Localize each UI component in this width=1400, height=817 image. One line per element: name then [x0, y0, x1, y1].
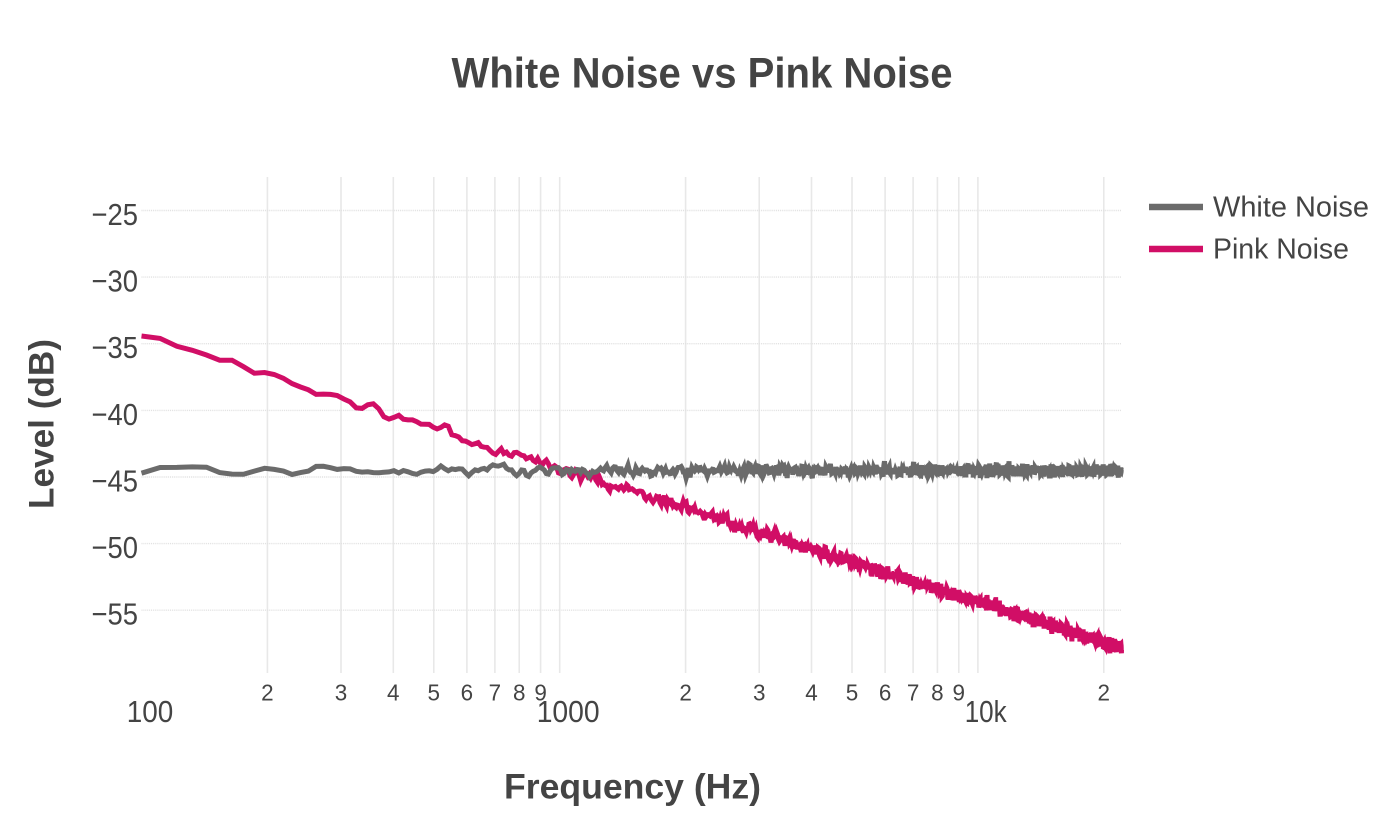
svg-text:2: 2 [679, 679, 692, 705]
svg-text:7: 7 [489, 679, 502, 705]
svg-text:White Noise: White Noise [1213, 192, 1369, 224]
svg-text:7: 7 [907, 679, 920, 705]
svg-text:2: 2 [261, 679, 274, 705]
svg-text:100: 100 [127, 694, 174, 729]
svg-text:6: 6 [461, 679, 474, 705]
svg-text:4: 4 [387, 679, 400, 705]
svg-text:−35: −35 [92, 330, 139, 365]
svg-text:5: 5 [428, 679, 441, 705]
svg-text:Pink Noise: Pink Noise [1213, 234, 1349, 266]
svg-text:−45: −45 [92, 463, 139, 498]
svg-text:−25: −25 [92, 197, 139, 232]
svg-text:−30: −30 [92, 264, 139, 299]
svg-text:3: 3 [335, 679, 348, 705]
svg-text:−55: −55 [92, 597, 139, 632]
svg-text:−50: −50 [92, 530, 139, 565]
svg-text:−40: −40 [92, 397, 139, 432]
svg-text:10k: 10k [965, 694, 1007, 729]
svg-text:8: 8 [931, 679, 944, 705]
svg-text:3: 3 [753, 679, 766, 705]
svg-text:Frequency (Hz): Frequency (Hz) [504, 766, 761, 806]
svg-text:1000: 1000 [537, 694, 600, 729]
svg-text:9: 9 [534, 679, 547, 705]
svg-text:White Noise vs Pink Noise: White Noise vs Pink Noise [452, 50, 953, 98]
svg-text:6: 6 [879, 679, 892, 705]
svg-text:8: 8 [513, 679, 526, 705]
svg-text:4: 4 [805, 679, 818, 705]
svg-text:9: 9 [953, 679, 966, 705]
svg-text:5: 5 [846, 679, 859, 705]
svg-text:2: 2 [1098, 679, 1111, 705]
svg-text:Level (dB): Level (dB) [22, 339, 62, 509]
